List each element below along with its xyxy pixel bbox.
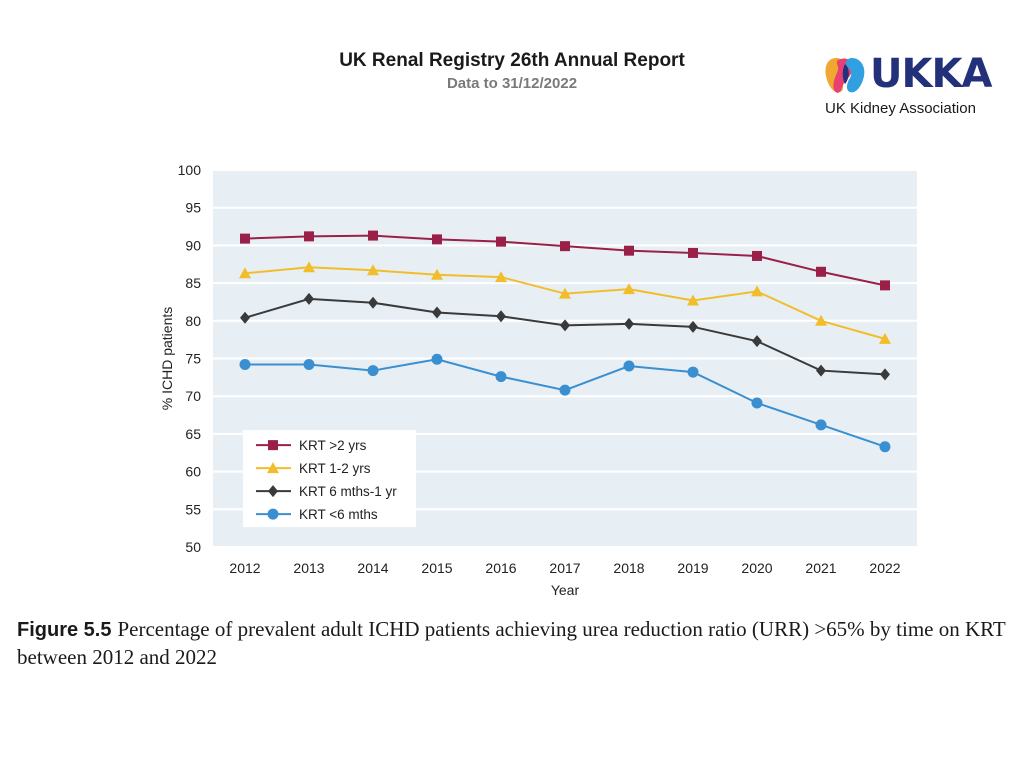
data-point [687, 294, 699, 306]
data-point [880, 280, 890, 291]
y-tick-label: 95 [185, 200, 201, 216]
data-point [303, 261, 315, 273]
data-point [495, 271, 507, 283]
x-tick-label: 2017 [549, 560, 580, 576]
series-circle [239, 353, 891, 453]
data-point [815, 314, 827, 326]
data-point [751, 285, 763, 297]
data-point [304, 292, 314, 305]
data-point [368, 230, 378, 241]
y-tick-label: 85 [185, 275, 201, 291]
x-tick-label: 2013 [293, 560, 324, 576]
data-point [496, 236, 506, 247]
data-point [752, 335, 762, 348]
x-tick-label: 2018 [613, 560, 644, 576]
data-point [880, 368, 890, 381]
data-point [559, 287, 571, 299]
x-tick-label: 2020 [741, 560, 772, 576]
data-point [623, 283, 635, 295]
data-point [240, 311, 250, 324]
data-point [751, 397, 763, 409]
report-header: UK Renal Registry 26th Annual Report Dat… [212, 49, 812, 95]
data-point [623, 360, 635, 372]
series-triangle [239, 261, 891, 344]
data-point [368, 296, 378, 309]
figure-caption: Figure 5.5 Percentage of prevalent adult … [17, 616, 1017, 671]
data-point [560, 319, 570, 332]
legend-label: KRT 1-2 yrs [299, 461, 371, 476]
data-point [367, 365, 379, 377]
urr-line-chart: 50 55 60 65 70 75 80 85 90 95 100 2012 2013 2014 2015… [159, 162, 917, 598]
data-point [816, 364, 826, 377]
data-point [303, 359, 315, 371]
x-tick-label: 2012 [229, 560, 260, 576]
legend-marker [267, 508, 279, 520]
y-axis-label: % ICHD patients [159, 307, 175, 410]
report-title: UK Renal Registry 26th Annual Report [339, 50, 685, 71]
ukka-logo: UKKA UK Kidney Association [822, 50, 994, 120]
series-diamond [240, 292, 890, 381]
legend-marker [268, 485, 278, 498]
y-tick-label: 60 [185, 464, 201, 480]
report-subtitle: Data to 31/12/2022 [446, 75, 578, 92]
x-tick-label: 2016 [485, 560, 516, 576]
data-point [432, 306, 442, 319]
kidney-logo-icon [825, 58, 865, 93]
data-point [432, 234, 442, 245]
x-axis-label: Year [551, 582, 580, 598]
y-tick-label: 100 [178, 162, 202, 178]
data-point [687, 366, 699, 378]
data-point [879, 441, 891, 453]
legend-marker [267, 462, 279, 474]
data-point [496, 310, 506, 323]
figure-label: Figure 5.5 [17, 619, 112, 641]
data-point [304, 231, 314, 242]
legend-marker [268, 440, 278, 451]
y-tick-label: 80 [185, 313, 201, 329]
logo-wordmark: UKKA [870, 51, 992, 97]
data-point [495, 371, 507, 383]
data-point [688, 320, 698, 333]
data-point [560, 241, 570, 252]
data-point [367, 264, 379, 276]
legend-label: KRT >2 yrs [299, 438, 367, 453]
y-tick-label: 50 [185, 539, 201, 555]
data-point [559, 384, 571, 396]
legend-label: KRT 6 mths-1 yr [299, 484, 397, 499]
data-point [431, 353, 443, 365]
x-tick-label: 2021 [805, 560, 836, 576]
data-point [431, 268, 443, 280]
data-point [624, 245, 634, 256]
y-tick-label: 90 [185, 237, 201, 253]
data-point [879, 332, 891, 344]
y-tick-label: 70 [185, 388, 201, 404]
x-tick-label: 2014 [357, 560, 388, 576]
data-point [240, 233, 250, 244]
x-tick-label: 2022 [869, 560, 900, 576]
logo-subtitle: UK Kidney Association [825, 100, 976, 117]
legend-label: KRT <6 mths [299, 507, 378, 522]
data-point [816, 266, 826, 277]
y-tick-label: 55 [185, 501, 201, 517]
x-tick-label: 2019 [677, 560, 708, 576]
y-tick-label: 65 [185, 426, 201, 442]
data-point [624, 317, 634, 330]
caption-text: Percentage of prevalent adult ICHD patie… [17, 617, 1006, 669]
data-point [688, 247, 698, 258]
y-tick-label: 75 [185, 351, 201, 367]
x-tick-label: 2015 [421, 560, 452, 576]
data-point [752, 250, 762, 261]
data-point [239, 359, 251, 371]
series-square [240, 230, 890, 291]
data-point [239, 267, 251, 279]
data-point [815, 419, 827, 431]
